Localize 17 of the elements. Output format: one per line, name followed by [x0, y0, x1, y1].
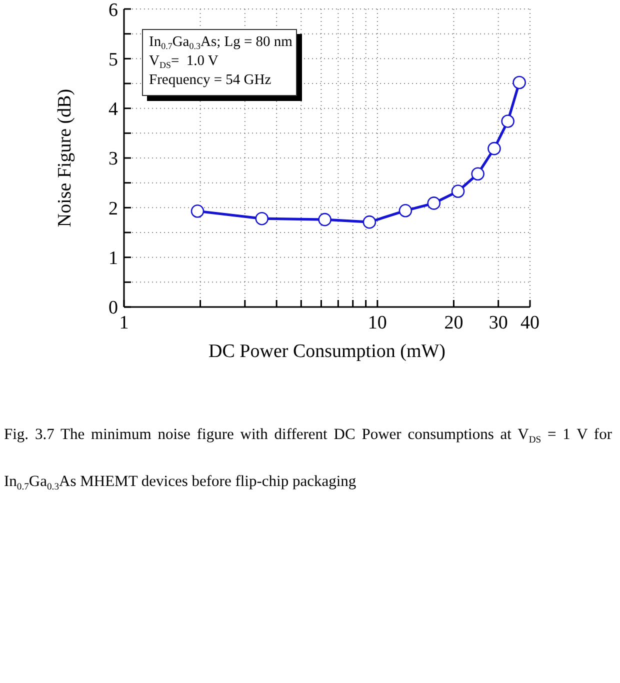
x-tick-label: 20 [444, 312, 464, 334]
y-tick-label: 4 [108, 99, 118, 120]
y-tick-label: 3 [108, 148, 118, 170]
y-tick-label: 5 [108, 49, 118, 70]
x-tick-label: 30 [488, 312, 508, 334]
x-axis-title: DC Power Consumption (mW) [208, 341, 446, 362]
x-tick-label: 40 [520, 312, 540, 334]
annotation: In$_{0.7}$Ga$_{0.3}$As; Lg = 80 nm [149, 33, 292, 52]
x-tick-label: 10 [368, 312, 387, 334]
text: Fig. 3.7 The minimum noise figure with different DC Power consumptions at V$_{DS}$ = 1 V for In$_{0.7}$Ga$_{0.3}$As MHEMT devices before flip-chip packaging [4, 426, 612, 492]
annotation: V$_{DS}$= 1.0 V [149, 52, 220, 71]
y-tick-label: 1 [108, 248, 118, 270]
y-tick-label: 0 [108, 298, 118, 319]
annotation: Frequency = 54 GHz [149, 71, 272, 90]
y-axis-title: Noise Figure (dB) [54, 88, 76, 228]
y-tick-label: 6 [108, 0, 118, 21]
y-tick-label: 2 [108, 198, 118, 220]
